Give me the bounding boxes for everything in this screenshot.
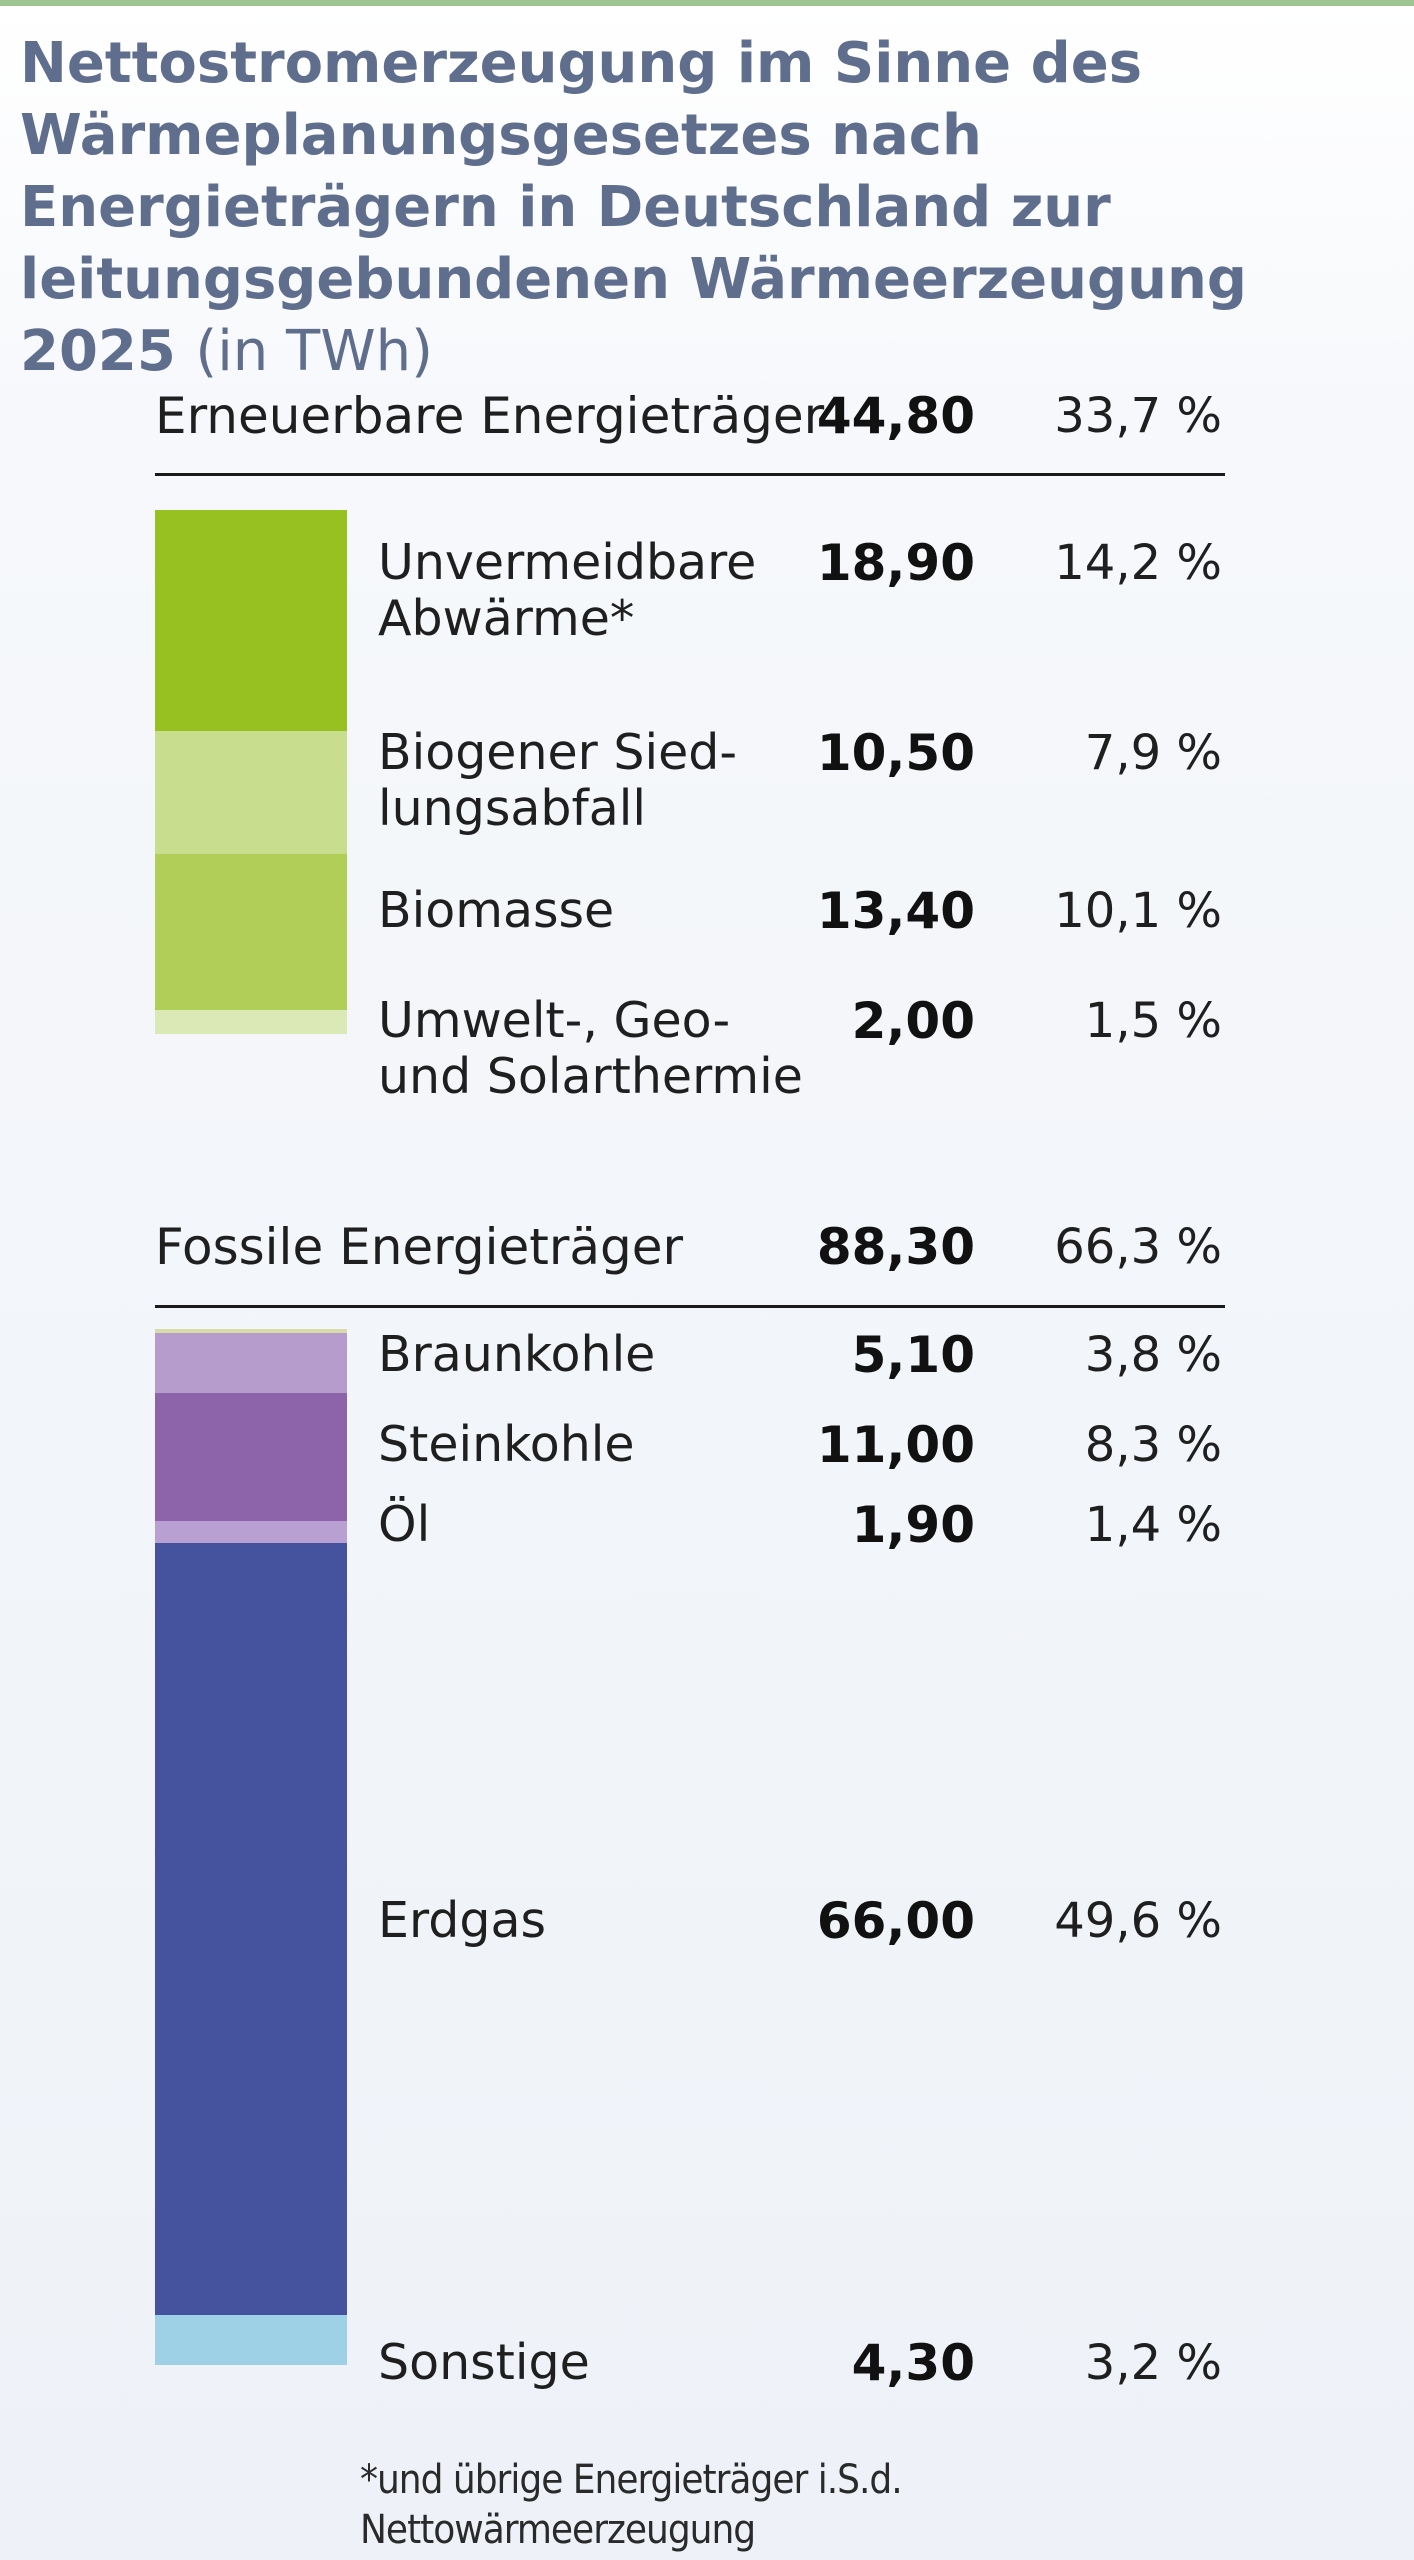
item-value: 10,50 bbox=[816, 724, 975, 782]
group-share-renewable: 33,7 % bbox=[1054, 388, 1222, 444]
item-value: 66,00 bbox=[816, 1892, 975, 1950]
item-share: 1,5 % bbox=[1084, 993, 1222, 1049]
item-value: 4,30 bbox=[851, 2334, 975, 2392]
item-label: Umwelt-, Geo-und Solarthermie bbox=[378, 993, 818, 1105]
item-value: 13,40 bbox=[816, 882, 975, 940]
chart-title: Nettostromerzeugung im Sinne des Wärmepl… bbox=[20, 28, 1390, 388]
group-rule-fossil bbox=[155, 1305, 1225, 1308]
bar-segment bbox=[155, 1521, 347, 1544]
item-label: Unvermeidbare Abwärme* bbox=[378, 535, 818, 647]
item-label-line: Abwärme* bbox=[378, 590, 635, 647]
item-share: 1,4 % bbox=[1084, 1497, 1222, 1553]
item-label-line: Unvermeidbare bbox=[378, 534, 757, 591]
group-rule-renewable bbox=[155, 473, 1225, 476]
item-label: Sonstige bbox=[378, 2334, 590, 2391]
item-share: 3,8 % bbox=[1084, 1327, 1222, 1383]
bar-cap-line bbox=[155, 1329, 347, 1333]
group-label-renewable: Erneuerbare Energieträger bbox=[155, 387, 825, 445]
item-label: Erdgas bbox=[378, 1892, 547, 1949]
item-label: Biomasse bbox=[378, 882, 615, 939]
item-label-line: und Solarthermie bbox=[378, 1048, 803, 1105]
item-label: Öl bbox=[378, 1496, 431, 1553]
group-value-fossil: 88,30 bbox=[816, 1218, 975, 1276]
footnote: *und übrige Energieträger i.S.d. Nettowä… bbox=[360, 2457, 903, 2553]
item-value: 11,00 bbox=[816, 1416, 975, 1474]
item-share: 14,2 % bbox=[1054, 535, 1222, 591]
item-share: 7,9 % bbox=[1084, 725, 1222, 781]
bar-segment bbox=[155, 730, 347, 854]
item-value: 5,10 bbox=[851, 1326, 975, 1384]
group-label-fossil: Fossile Energieträger bbox=[155, 1218, 684, 1276]
item-label: Steinkohle bbox=[378, 1416, 635, 1473]
bar-segment bbox=[155, 1543, 347, 2315]
item-share: 49,6 % bbox=[1054, 1893, 1222, 1949]
item-share: 10,1 % bbox=[1054, 883, 1222, 939]
item-value: 2,00 bbox=[851, 992, 975, 1050]
item-label: Biogener Sied-lungsabfall bbox=[378, 725, 818, 837]
bar-segment bbox=[155, 1333, 347, 1393]
item-label-line: Umwelt-, Geo- bbox=[378, 992, 731, 1049]
item-share: 3,2 % bbox=[1084, 2335, 1222, 2391]
bar-segment bbox=[155, 1010, 347, 1034]
item-value: 1,90 bbox=[851, 1496, 975, 1554]
top-accent-rule bbox=[0, 0, 1414, 6]
group-share-fossil: 66,3 % bbox=[1054, 1219, 1222, 1275]
bar-segment bbox=[155, 853, 347, 1011]
bar-segment bbox=[155, 510, 347, 731]
title-unit: (in TWh) bbox=[195, 319, 433, 384]
bar-segment bbox=[155, 1392, 347, 1522]
bar-segment bbox=[155, 2314, 347, 2366]
group-value-renewable: 44,80 bbox=[816, 387, 975, 445]
item-share: 8,3 % bbox=[1084, 1417, 1222, 1473]
item-value: 18,90 bbox=[816, 534, 975, 592]
item-label-line: Biogener Sied- bbox=[378, 724, 738, 781]
title-main: Nettostromerzeugung im Sinne des Wärmepl… bbox=[20, 31, 1247, 384]
item-label-line: lungsabfall bbox=[378, 780, 646, 837]
item-label: Braunkohle bbox=[378, 1326, 656, 1383]
